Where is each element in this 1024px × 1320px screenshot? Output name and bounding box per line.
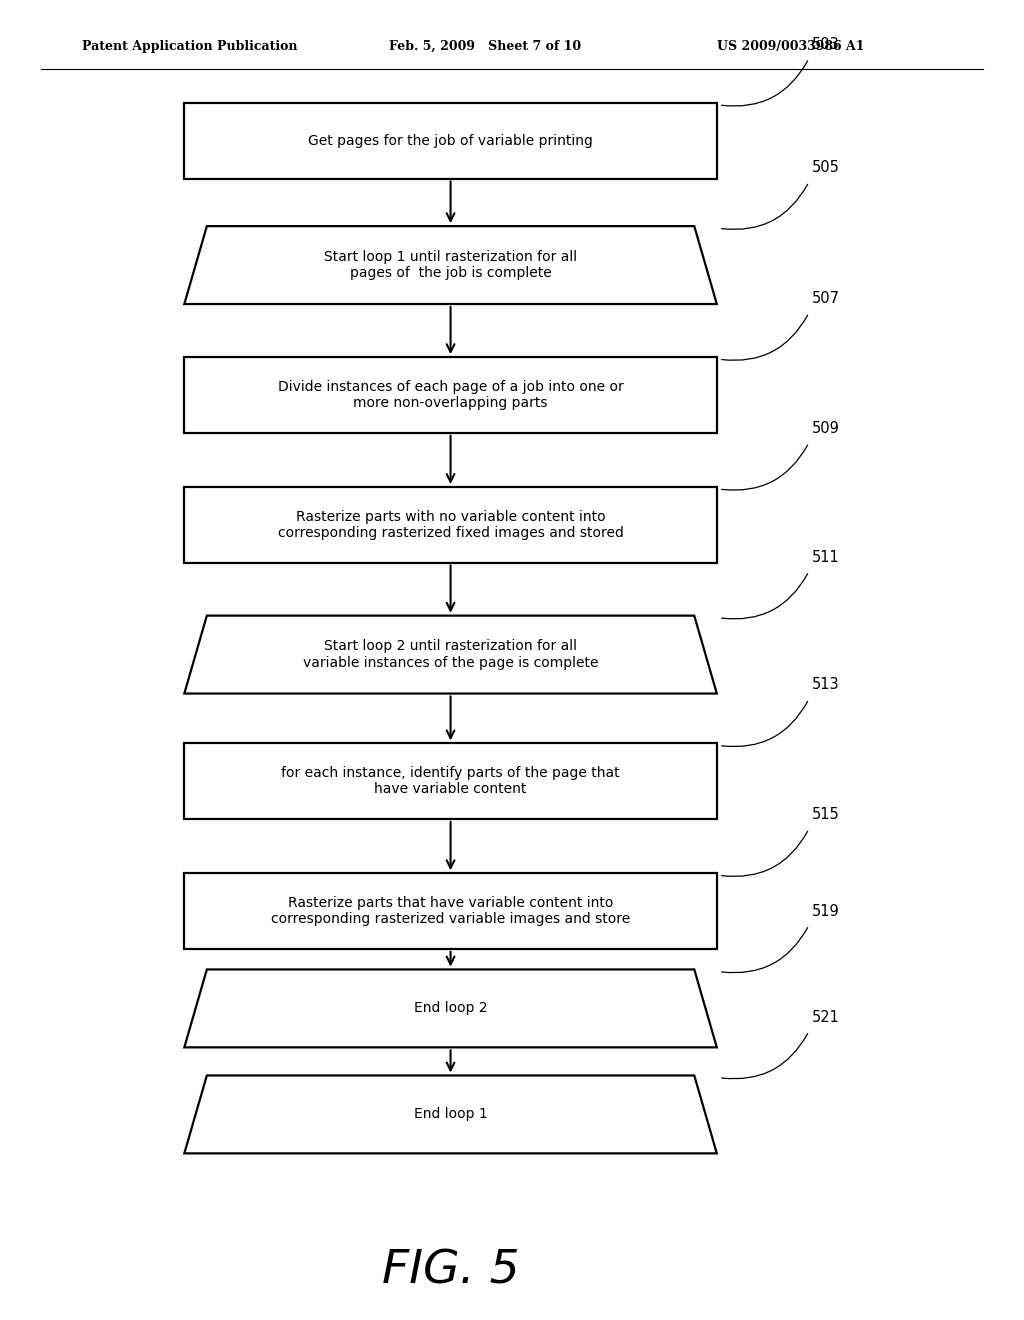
Text: Divide instances of each page of a job into one or
more non-overlapping parts: Divide instances of each page of a job i…	[278, 380, 624, 411]
Bar	[184, 487, 717, 562]
Text: 513: 513	[812, 677, 840, 693]
Text: Rasterize parts that have variable content into
corresponding rasterized variabl: Rasterize parts that have variable conte…	[271, 896, 630, 927]
Text: Start loop 1 until rasterization for all
pages of  the job is complete: Start loop 1 until rasterization for all…	[324, 249, 578, 280]
Polygon shape	[184, 615, 717, 693]
Polygon shape	[184, 1076, 717, 1154]
Text: 511: 511	[812, 550, 840, 565]
Text: Rasterize parts with no variable content into
corresponding rasterized fixed ima: Rasterize parts with no variable content…	[278, 510, 624, 540]
Bar	[184, 873, 717, 949]
Text: Patent Application Publication: Patent Application Publication	[82, 40, 297, 53]
Text: 509: 509	[812, 421, 840, 436]
Text: 507: 507	[812, 292, 840, 306]
Text: 503: 503	[812, 37, 840, 51]
Text: 505: 505	[812, 160, 840, 176]
Polygon shape	[184, 226, 717, 304]
Polygon shape	[184, 969, 717, 1047]
Text: 521: 521	[812, 1010, 840, 1024]
Text: End loop 2: End loop 2	[414, 1002, 487, 1015]
Text: Start loop 2 until rasterization for all
variable instances of the page is compl: Start loop 2 until rasterization for all…	[303, 639, 598, 669]
Bar	[184, 356, 717, 433]
Text: 515: 515	[812, 808, 840, 822]
Text: End loop 1: End loop 1	[414, 1107, 487, 1122]
Bar	[184, 103, 717, 178]
Text: for each instance, identify parts of the page that
have variable content: for each instance, identify parts of the…	[282, 766, 620, 796]
Text: Get pages for the job of variable printing: Get pages for the job of variable printi…	[308, 133, 593, 148]
Text: 519: 519	[812, 904, 840, 919]
Text: US 2009/0033986 A1: US 2009/0033986 A1	[717, 40, 864, 53]
Text: FIG. 5: FIG. 5	[382, 1249, 519, 1294]
Bar	[184, 743, 717, 818]
Text: Feb. 5, 2009   Sheet 7 of 10: Feb. 5, 2009 Sheet 7 of 10	[389, 40, 582, 53]
